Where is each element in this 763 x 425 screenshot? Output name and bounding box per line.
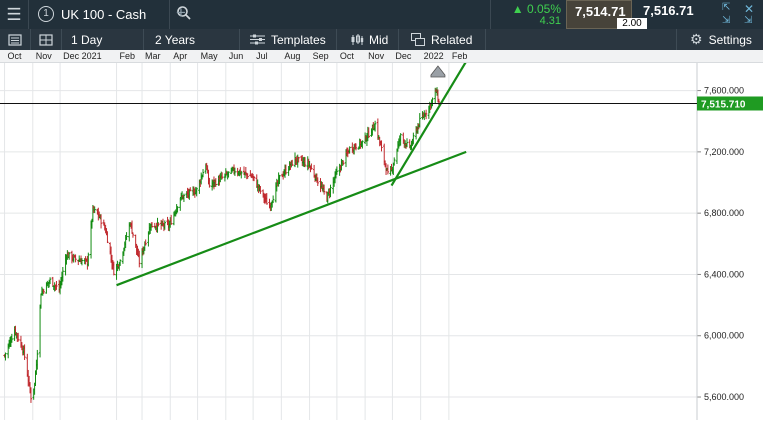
- price-axis-label: 7,600.000: [704, 86, 744, 96]
- sliders-icon: [250, 34, 265, 45]
- price-type-selector[interactable]: Mid: [337, 29, 399, 50]
- settings-label: Settings: [708, 32, 752, 47]
- scroll-latest-marker-icon: [430, 65, 446, 78]
- buy-price: 7,516.71: [643, 3, 694, 18]
- sell-price: 7,514.71: [575, 4, 626, 19]
- trend-line: [390, 60, 468, 187]
- time-axis-label: Feb: [451, 51, 468, 61]
- chart-area[interactable]: 7,600.000 7,200.000 6,800.000 6,400.000 6,00…: [0, 60, 763, 420]
- range-label: 2 Years: [155, 32, 196, 47]
- instrument-number-badge: 1: [38, 6, 54, 22]
- candles-icon: [351, 33, 364, 45]
- layout-icon[interactable]: [0, 29, 31, 50]
- time-axis-label: Oct: [339, 51, 354, 61]
- price-axis-label: 5,600.000: [704, 392, 744, 402]
- instrument-name: UK 100 - Cash: [61, 7, 147, 22]
- instrument-tab[interactable]: 1 UK 100 - Cash: [30, 0, 191, 29]
- chart-toolbar: 1 Day 2 Years Templates Mid Related ⚙ Se…: [0, 29, 763, 50]
- expand-icon[interactable]: ⇱: [722, 2, 731, 13]
- range-selector[interactable]: 2 Years: [144, 29, 240, 50]
- time-axis-label: May: [200, 51, 218, 61]
- plus-icon[interactable]: +: [176, 3, 186, 22]
- time-axis-label: Nov: [35, 51, 52, 61]
- time-axis-label: Dec: [395, 51, 412, 61]
- gear-icon: ⚙: [690, 31, 703, 47]
- time-axis-label: 2022: [423, 51, 444, 61]
- price-axis-label: 6,800.000: [704, 208, 744, 218]
- interval-label: 1 Day: [71, 32, 103, 47]
- time-axis-label: Jul: [256, 51, 268, 61]
- hamburger-menu-icon[interactable]: ☰: [0, 0, 29, 29]
- time-axis-label: Apr: [173, 51, 188, 61]
- price-chart[interactable]: 7,600.000 7,200.000 6,800.000 6,400.000 6,00…: [0, 60, 763, 420]
- price-axis-label: 7,200.000: [704, 147, 744, 157]
- current-price-label: 7,515.710: [701, 99, 746, 110]
- price-type-label: Mid: [369, 32, 389, 47]
- related-icon: [411, 33, 425, 46]
- time-axis-label: Aug: [284, 51, 301, 61]
- settings-button[interactable]: ⚙ Settings: [676, 29, 763, 50]
- search-icon[interactable]: [176, 5, 192, 21]
- time-axis-label: Oct: [7, 51, 22, 61]
- price-change-box: ▲ 0.05% 4.31: [490, 0, 565, 29]
- grid-icon[interactable]: [31, 29, 62, 50]
- change-percent: ▲ 0.05%: [511, 2, 561, 16]
- time-axis-label: Dec 2021: [63, 51, 102, 61]
- interval-selector[interactable]: 1 Day: [62, 29, 144, 50]
- time-axis-label: Nov: [368, 51, 385, 61]
- templates-label: Templates: [271, 32, 326, 47]
- window-controls: ⇱ ✕ ⇲ ⇲: [700, 0, 763, 29]
- shrink-icon[interactable]: ⇲: [722, 15, 731, 26]
- time-axis-label: Mar: [145, 51, 161, 61]
- popout-icon[interactable]: ⇲: [744, 15, 753, 26]
- close-icon[interactable]: ✕: [744, 2, 755, 16]
- trend-line: [116, 150, 467, 287]
- time-axis-label: Sep: [312, 51, 329, 61]
- price-axis-label: 6,400.000: [704, 269, 744, 279]
- time-axis: Oct Nov Dec 2021 Feb Mar Apr May Jun Jul Aug Sep Oc…: [0, 50, 763, 63]
- time-axis-label: Jun: [228, 51, 244, 61]
- time-axis-label: Feb: [119, 51, 136, 61]
- change-absolute: 4.31: [539, 15, 561, 27]
- spread-value: 2.00: [617, 18, 647, 29]
- templates-button[interactable]: Templates: [240, 29, 337, 50]
- current-price-badge: [697, 96, 763, 111]
- related-label: Related: [431, 32, 473, 47]
- price-axis-label: 6,000.000: [704, 331, 744, 341]
- related-button[interactable]: Related: [399, 29, 486, 50]
- top-bar: ☰ 1 UK 100 - Cash + ▲ 0.05% 4.31 7,514.7…: [0, 0, 763, 29]
